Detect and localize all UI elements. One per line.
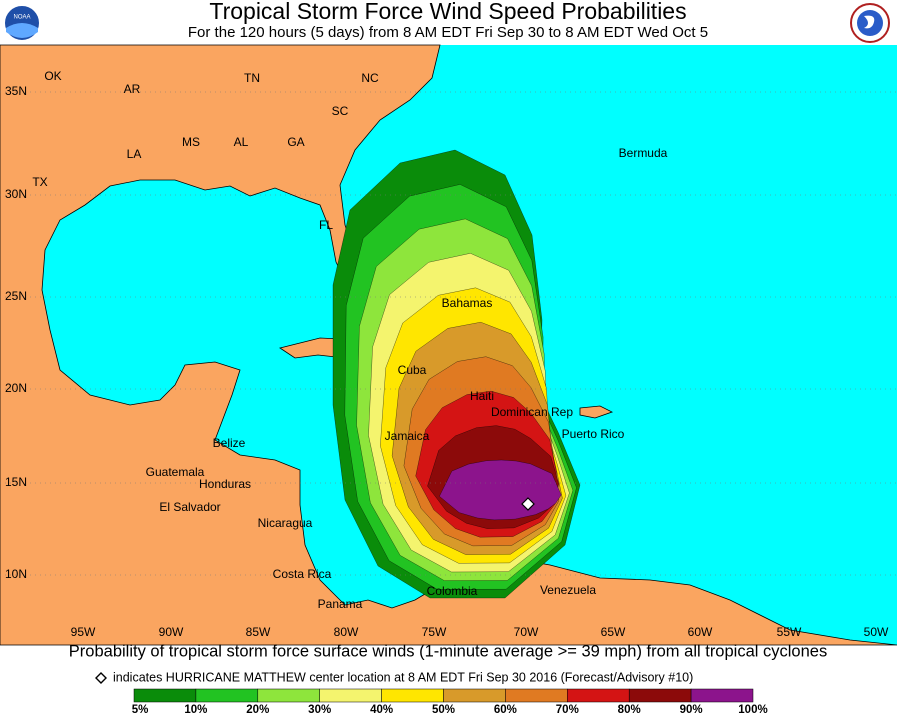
lon-label: 80W [334, 625, 359, 639]
legend-swatch [690, 688, 754, 703]
place-label: Dominican Rep [491, 405, 573, 419]
lon-label: 60W [688, 625, 713, 639]
place-label: FL [319, 218, 333, 232]
place-label: Costa Rica [273, 567, 332, 581]
svg-text:NOAA: NOAA [13, 15, 30, 21]
place-label: Bermuda [619, 146, 668, 160]
legend-swatch [505, 688, 568, 703]
place-label: OK [44, 69, 61, 83]
legend-label: 30% [308, 704, 331, 716]
legend-label: 60% [494, 704, 517, 716]
place-label: Guatemala [146, 465, 205, 479]
legend-label: 90% [680, 704, 703, 716]
place-label: El Salvador [159, 500, 220, 514]
place-label: SC [332, 104, 349, 118]
place-label: LA [127, 147, 142, 161]
place-label: Panama [318, 597, 363, 611]
marker-note: indicates HURRICANE MATTHEW center locat… [113, 670, 693, 684]
lon-label: 55W [777, 625, 802, 639]
place-label: GA [287, 135, 304, 149]
lon-label: 95W [71, 625, 96, 639]
lon-label: 90W [159, 625, 184, 639]
marker-key [95, 672, 107, 684]
lat-label: 15N [5, 475, 27, 489]
storm-center-marker [521, 497, 535, 511]
lat-label: 25N [5, 289, 27, 303]
place-label: AL [234, 135, 249, 149]
legend-label: 5% [132, 704, 149, 716]
lon-label: 75W [422, 625, 447, 639]
place-label: Jamaica [385, 429, 430, 443]
lat-label: 35N [5, 84, 27, 98]
legend-swatch [257, 688, 320, 703]
place-label: NC [361, 71, 379, 85]
place-label: AR [124, 82, 141, 96]
probability-rings [332, 149, 581, 599]
legend-label: 100% [738, 704, 767, 716]
lat-label: 20N [5, 381, 27, 395]
lon-label: 65W [601, 625, 626, 639]
legend-swatch [443, 688, 506, 703]
caption: Probability of tropical storm force surf… [69, 642, 827, 660]
place-label: Nicaragua [258, 516, 313, 530]
legend-swatch [319, 688, 382, 703]
legend-swatch [133, 688, 197, 703]
place-label: Venezuela [540, 583, 596, 597]
lat-label: 10N [5, 567, 27, 581]
legend-label: 20% [246, 704, 269, 716]
nws-logo [850, 3, 890, 43]
legend-label: 80% [618, 704, 641, 716]
lat-label: 30N [5, 187, 27, 201]
place-label: Haiti [470, 389, 494, 403]
place-label: Cuba [398, 363, 427, 377]
place-label: Honduras [199, 477, 251, 491]
place-label: Bahamas [442, 296, 493, 310]
legend-swatch [567, 688, 630, 703]
legend-label: 40% [370, 704, 393, 716]
land-puerto-rico [579, 405, 614, 419]
title: Tropical Storm Force Wind Speed Probabil… [209, 0, 686, 24]
legend: 5% 10% 20% 30% 40% 50% 60% 70% 80% 90% 100% [132, 688, 768, 716]
legend-label: 50% [432, 704, 455, 716]
lon-label: 50W [864, 625, 889, 639]
place-label: Puerto Rico [562, 427, 625, 441]
legend-swatch [195, 688, 259, 703]
map: OK AR TN NC SC MS AL GA LA TX FL Bermuda Bahamas Cuba… [0, 44, 897, 646]
subtitle: For the 120 hours (5 days) from 8 AM EDT… [188, 24, 708, 41]
place-label: TN [244, 71, 260, 85]
place-label: Colombia [427, 584, 478, 598]
place-label: MS [182, 135, 200, 149]
place-label: TX [32, 175, 47, 189]
noaa-logo: NOAA [3, 4, 41, 42]
lon-label: 85W [246, 625, 271, 639]
legend-label: 10% [184, 704, 207, 716]
lon-label: 70W [514, 625, 539, 639]
legend-swatch [628, 688, 692, 703]
legend-label: 70% [556, 704, 579, 716]
legend-swatch [381, 688, 444, 703]
place-label: Belize [213, 436, 246, 450]
